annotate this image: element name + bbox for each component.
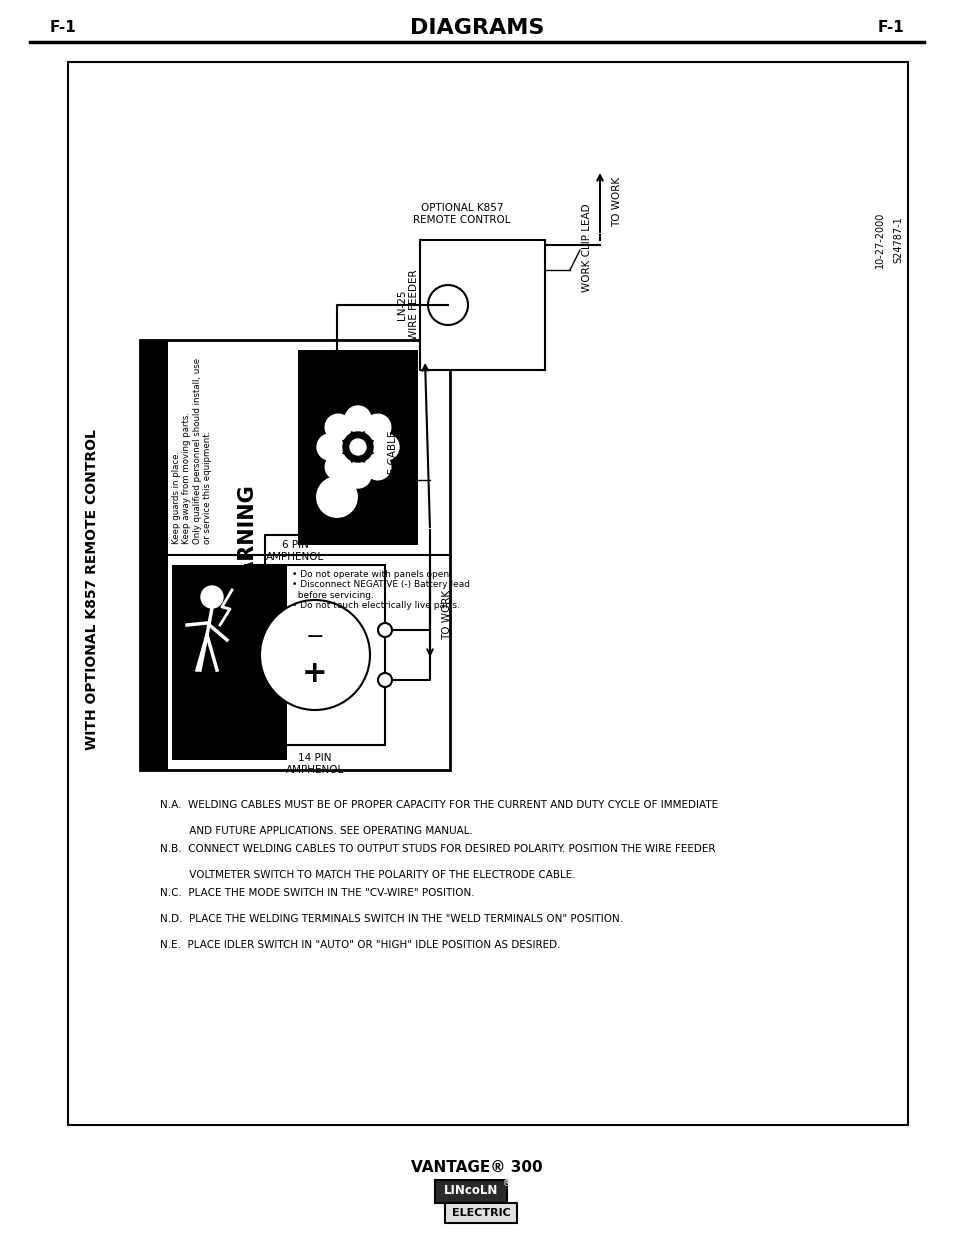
Circle shape	[364, 453, 391, 480]
Text: TO WORK: TO WORK	[441, 590, 452, 640]
Bar	[245, 564, 385, 745]
Text: TO WORK: TO WORK	[612, 177, 621, 227]
Circle shape	[201, 585, 223, 608]
Circle shape	[325, 414, 351, 440]
Text: N.E.  PLACE IDLER SWITCH IN "AUTO" OR "HIGH" IDLE POSITION AS DESIRED.: N.E. PLACE IDLER SWITCH IN "AUTO" OR "HI…	[160, 940, 560, 950]
Circle shape	[260, 600, 370, 710]
Text: WITH OPTIONAL K857 REMOTE CONTROL: WITH OPTIONAL K857 REMOTE CONTROL	[85, 430, 99, 751]
Text: ®: ®	[502, 1179, 510, 1188]
Text: ⚠ WARNING: ⚠ WARNING	[237, 485, 257, 625]
Circle shape	[373, 433, 398, 459]
Text: WORK CLIP LEAD: WORK CLIP LEAD	[581, 204, 592, 293]
Bar	[435, 1179, 506, 1203]
Text: 6 PIN
AMPHENOL: 6 PIN AMPHENOL	[266, 540, 324, 562]
Text: S24787-1: S24787-1	[892, 216, 902, 263]
Text: ELECTRODE CABLE: ELECTRODE CABLE	[388, 430, 397, 530]
Text: 10-27-2000: 10-27-2000	[874, 212, 884, 268]
Text: Keep guards in place.
Keep away from moving parts.
Only qualified personnel shou: Keep guards in place. Keep away from mov…	[172, 358, 212, 545]
Text: • Do not operate with panels open.
• Disconnect NEGATIVE (-) Battery lead
  befo: • Do not operate with panels open. • Dis…	[292, 571, 470, 610]
Text: VOLTMETER SWITCH TO MATCH THE POLARITY OF THE ELECTRODE CABLE.: VOLTMETER SWITCH TO MATCH THE POLARITY O…	[160, 869, 575, 881]
Bar	[172, 564, 287, 760]
Text: 14 PIN
AMPHENOL: 14 PIN AMPHENOL	[286, 753, 344, 774]
Text: LN-25
WIRE FEEDER: LN-25 WIRE FEEDER	[396, 269, 418, 341]
Text: N.C.  PLACE THE MODE SWITCH IN THE "CV-WIRE" POSITION.: N.C. PLACE THE MODE SWITCH IN THE "CV-WI…	[160, 888, 475, 898]
Circle shape	[350, 438, 366, 454]
Circle shape	[314, 475, 358, 519]
Bar	[444, 1203, 517, 1223]
Circle shape	[325, 453, 351, 480]
Circle shape	[345, 462, 371, 488]
Text: F-1: F-1	[877, 21, 903, 36]
Bar	[299, 459, 375, 535]
Circle shape	[428, 285, 468, 325]
Bar	[419, 240, 544, 370]
Circle shape	[364, 414, 391, 440]
Circle shape	[377, 622, 392, 637]
Bar	[140, 340, 168, 769]
Text: LINcoLN: LINcoLN	[443, 1184, 497, 1198]
Text: DIAGRAMS: DIAGRAMS	[410, 19, 543, 38]
Text: OPTIONAL K857
REMOTE CONTROL: OPTIONAL K857 REMOTE CONTROL	[413, 204, 510, 225]
Circle shape	[377, 673, 392, 687]
Bar	[140, 340, 450, 769]
Text: N.A.  WELDING CABLES MUST BE OF PROPER CAPACITY FOR THE CURRENT AND DUTY CYCLE O: N.A. WELDING CABLES MUST BE OF PROPER CA…	[160, 800, 718, 810]
Text: VANTAGE® 300: VANTAGE® 300	[411, 1160, 542, 1174]
Text: N.D.  PLACE THE WELDING TERMINALS SWITCH IN THE "WELD TERMINALS ON" POSITION.: N.D. PLACE THE WELDING TERMINALS SWITCH …	[160, 914, 622, 924]
Text: +: +	[302, 658, 328, 688]
Circle shape	[345, 406, 371, 432]
Circle shape	[316, 433, 343, 459]
Text: ELECTRIC: ELECTRIC	[451, 1208, 510, 1218]
Text: N.B.  CONNECT WELDING CABLES TO OUTPUT STUDS FOR DESIRED POLARITY. POSITION THE : N.B. CONNECT WELDING CABLES TO OUTPUT ST…	[160, 844, 715, 853]
Text: AND FUTURE APPLICATIONS. SEE OPERATING MANUAL.: AND FUTURE APPLICATIONS. SEE OPERATING M…	[160, 826, 473, 836]
Bar	[68, 62, 907, 1125]
Text: F-1: F-1	[50, 21, 76, 36]
Circle shape	[343, 432, 373, 462]
Bar	[297, 350, 417, 545]
Text: −: −	[305, 627, 324, 647]
